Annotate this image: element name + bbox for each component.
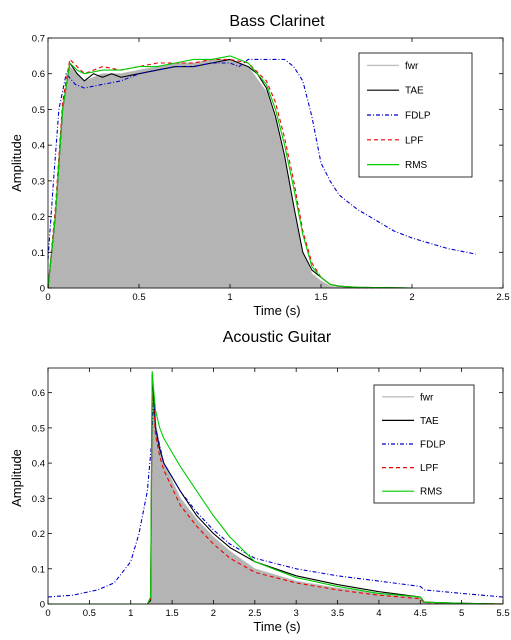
y-tick-label: 0.2 [32, 212, 45, 223]
x-axis-label: Time (s) [253, 619, 300, 634]
x-tick-label: 2 [211, 608, 216, 619]
x-tick-label: 0.5 [132, 292, 145, 303]
legend-box [373, 384, 475, 504]
y-tick-label: 0.3 [32, 176, 45, 187]
x-tick-label: 5 [459, 608, 464, 619]
y-tick-label: 0.2 [32, 529, 45, 540]
y-tick-label: 0.7 [32, 34, 45, 45]
legend-label-fdlp: FDLP [420, 440, 446, 451]
plot-area-frame [47, 37, 504, 289]
x-tick-label: 5.5 [496, 608, 509, 619]
legend-label-rms: RMS [420, 487, 443, 498]
chart-title: Acoustic Guitar [223, 329, 332, 346]
legend-label-tae: TAE [405, 86, 424, 97]
y-tick-label: 0.6 [32, 69, 45, 80]
series-line-fdlp [47, 392, 504, 598]
chart-bass-clarinet: Bass Clarinet Time (s) Amplitude 0 0.5 1 1.… [9, 13, 510, 318]
y-tick-label: 0 [40, 284, 45, 295]
legend-label-fwr: fwr [420, 392, 434, 403]
legend: fwr TAE FDLP LPF RMS [358, 52, 473, 178]
legend-label-tae: TAE [420, 416, 439, 427]
y-tick-label: 0.5 [32, 423, 45, 434]
series-line-tae [47, 58, 413, 289]
legend-label-lpf: LPF [420, 463, 438, 474]
x-tick-label: 2.5 [248, 608, 261, 619]
series-line-rms [48, 370, 504, 605]
legend: fwr TAE FDLP LPF RMS [373, 384, 475, 504]
y-tick-label: 0.1 [32, 248, 45, 259]
chart-acoustic-guitar: Acoustic Guitar Time (s) Amplitude 0 0.5 1… [9, 329, 510, 634]
x-tick-label: 0 [45, 608, 50, 619]
x-tick-label: 4 [376, 608, 381, 619]
plot-area-frame [47, 367, 504, 605]
legend-label-lpf: LPF [405, 135, 423, 146]
legend-label-fdlp: FDLP [405, 111, 431, 122]
y-tick-label: 0.5 [32, 105, 45, 116]
legend-label-fwr: fwr [405, 61, 419, 72]
series-line-fdlp [47, 58, 476, 260]
y-tick-label: 0.4 [32, 459, 45, 470]
x-tick-label: 4.5 [414, 608, 427, 619]
x-tick-label: 2 [409, 292, 414, 303]
y-tick-label: 0.1 [32, 564, 45, 575]
series-area-fwr [47, 59, 412, 289]
chart-title: Bass Clarinet [229, 13, 325, 30]
x-tick-label: 1 [128, 608, 133, 619]
x-tick-label: 1 [227, 292, 232, 303]
x-axis-label: Time (s) [253, 303, 300, 318]
y-tick-label: 0.4 [32, 141, 45, 152]
x-tick-label: 0 [45, 292, 50, 303]
series-line-rms [47, 55, 413, 289]
x-tick-label: 1.5 [165, 608, 178, 619]
y-tick-label: 0.3 [32, 494, 45, 505]
x-tick-label: 2.5 [496, 292, 509, 303]
y-axis-label: Amplitude [9, 449, 24, 507]
series-line-lpf [48, 392, 504, 605]
y-tick-label: 0.6 [32, 388, 45, 399]
x-tick-label: 0.5 [83, 608, 96, 619]
y-axis-label: Amplitude [9, 134, 24, 192]
x-tick-label: 1.5 [314, 292, 327, 303]
y-tick-label: 0 [40, 600, 45, 611]
legend-label-rms: RMS [405, 160, 428, 171]
x-tick-label: 3.5 [331, 608, 344, 619]
x-tick-label: 3 [294, 608, 299, 619]
